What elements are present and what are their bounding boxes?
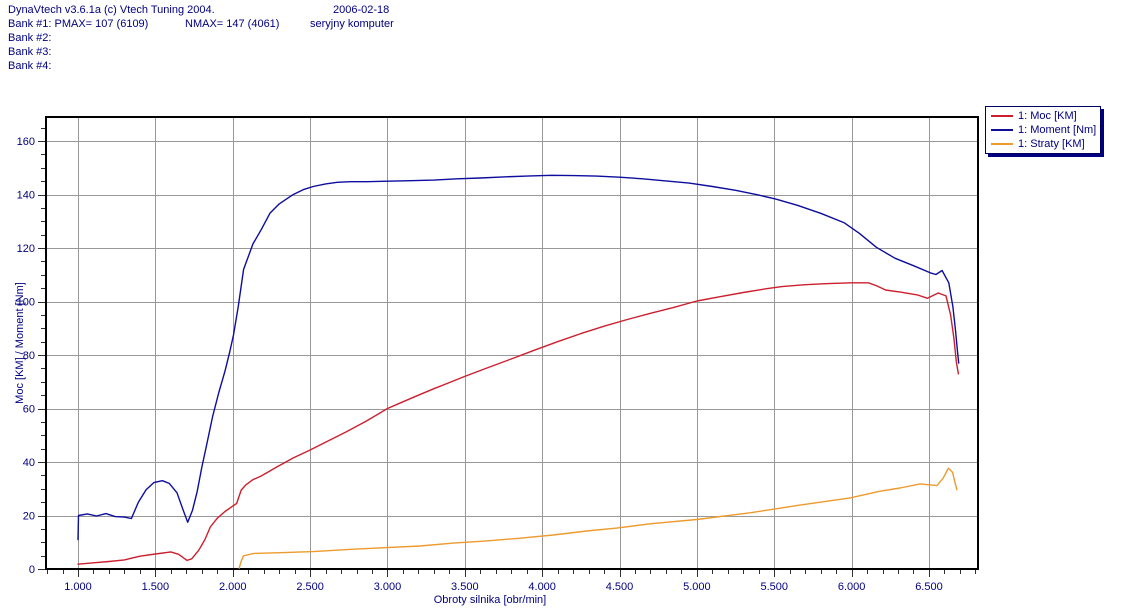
- chart-legend: 1: Moc [KM] 1: Moment [Nm] 1: Straty [KM]: [985, 106, 1101, 154]
- app-title: DynaVtech v3.6.1a (c) Vtech Tuning 2004.: [8, 4, 215, 16]
- y-tick-label: 140: [17, 190, 35, 202]
- moment-curve: [77, 174, 960, 541]
- straty-curve: [238, 467, 958, 569]
- y-tick-label: 0: [29, 564, 35, 576]
- y-tick-label: 60: [23, 404, 35, 416]
- y-tick-label: 100: [17, 297, 35, 309]
- x-tick-label: 1.500: [142, 581, 170, 593]
- legend-item-moc: 1: Moc [KM]: [989, 109, 1097, 123]
- x-tick-label: 4.500: [606, 581, 634, 593]
- legend-item-straty: 1: Straty [KM]: [989, 137, 1097, 151]
- bank1-note: seryjny komputer: [310, 18, 394, 30]
- legend-label: 1: Moment [Nm]: [1018, 124, 1097, 136]
- y-tick-label: 120: [17, 243, 35, 255]
- legend-item-moment: 1: Moment [Nm]: [989, 123, 1097, 137]
- run-date: 2006-02-18: [333, 4, 390, 16]
- x-tick-label: 3.000: [374, 581, 402, 593]
- x-tick-label: 6.000: [838, 581, 866, 593]
- x-tick-label: 1.000: [64, 581, 92, 593]
- bank2-label: Bank #2:: [8, 32, 52, 44]
- x-tick-label: 2.000: [219, 581, 247, 593]
- y-tick-label: 160: [17, 136, 35, 148]
- x-axis-title: Obroty silnika [obr/min]: [433, 594, 547, 606]
- bank4-label: Bank #4:: [8, 60, 52, 72]
- bank1-pmax: Bank #1: PMAX= 107 (6109): [8, 18, 149, 30]
- x-tick-label: 5.500: [760, 581, 788, 593]
- y-tick-label: 20: [23, 511, 35, 523]
- moment-line-swatch: [991, 129, 1013, 131]
- legend-label: 1: Moc [KM]: [1018, 110, 1077, 122]
- x-tick-label: 5.000: [683, 581, 711, 593]
- legend-label: 1: Straty [KM]: [1018, 138, 1085, 150]
- bank3-label: Bank #3:: [8, 46, 52, 58]
- moc-line-swatch: [991, 115, 1013, 117]
- straty-line-swatch: [991, 143, 1013, 145]
- x-tick-label: 2.500: [296, 581, 324, 593]
- bank1-nmax: NMAX= 147 (4061): [185, 18, 280, 30]
- moc-curve: [77, 282, 960, 565]
- y-tick-label: 80: [23, 350, 35, 362]
- x-tick-label: 3.500: [451, 581, 479, 593]
- y-tick-label: 40: [23, 457, 35, 469]
- plot-frame: [45, 116, 979, 570]
- x-tick-label: 4.000: [528, 581, 556, 593]
- x-tick-label: 6.500: [915, 581, 943, 593]
